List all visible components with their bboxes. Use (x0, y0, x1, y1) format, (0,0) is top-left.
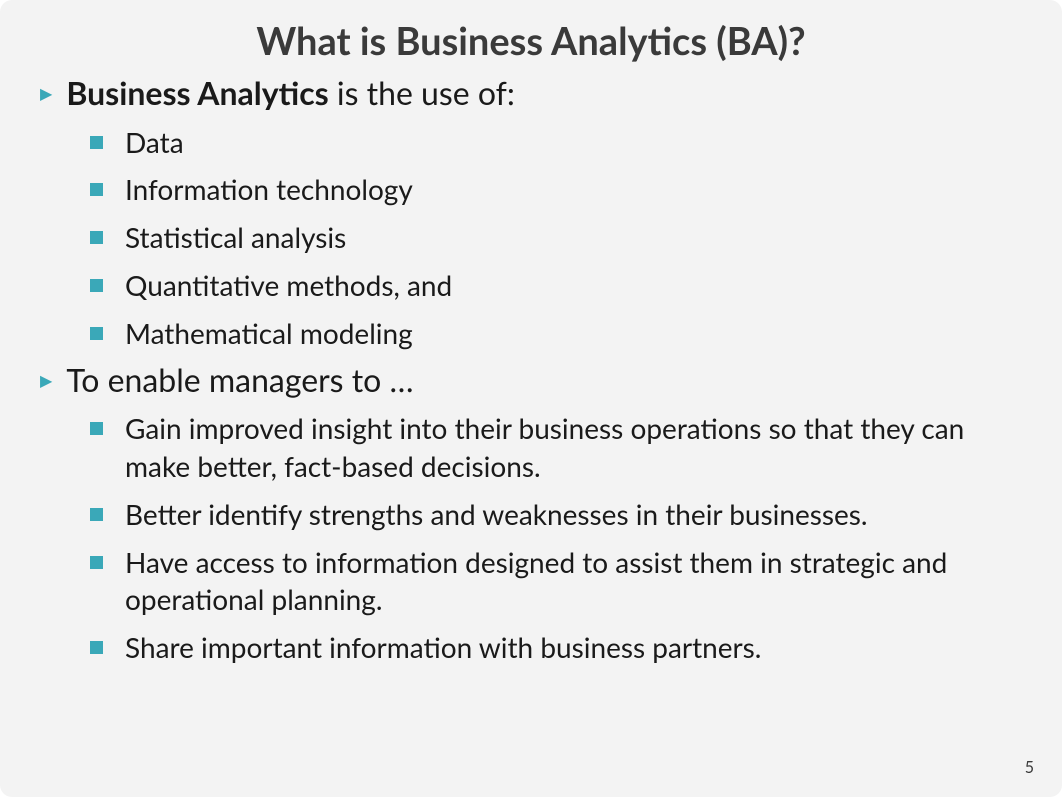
square-bullet-icon (90, 136, 103, 149)
square-bullet-icon (90, 641, 103, 654)
bullet-level2: Quantitative methods, and (90, 267, 1032, 305)
square-bullet-icon (90, 279, 103, 292)
bullet-level2-text: Quantitative methods, and (125, 267, 452, 305)
slide: What is Business Analytics (BA)? ▶ Busine… (0, 0, 1062, 797)
bold-prefix: Business Analytics (66, 73, 328, 112)
bullet-level2: Statistical analysis (90, 219, 1032, 257)
triangle-bullet-icon: ▶ (40, 84, 52, 103)
bullet-level2-text: Statistical analysis (125, 219, 346, 257)
bullet-level2: Data (90, 124, 1032, 162)
text-rest: is the use of: (329, 73, 515, 112)
bullet-level2: Mathematical modeling (90, 315, 1032, 353)
square-bullet-icon (90, 422, 103, 435)
bullet-level1-text: Business Analytics is the use of: (66, 72, 515, 114)
square-bullet-icon (90, 556, 103, 569)
triangle-bullet-icon: ▶ (40, 371, 52, 390)
bullet-level1: ▶ To enable managers to … (40, 359, 1032, 401)
text-rest: To enable managers to … (66, 360, 413, 399)
slide-content: ▶ Business Analytics is the use of: Data In… (30, 72, 1032, 667)
bullet-level2-text: Information technology (125, 171, 413, 209)
bullet-level1: ▶ Business Analytics is the use of: (40, 72, 1032, 114)
bullet-level2: Better identify strengths and weaknesses… (90, 496, 1032, 534)
bullet-level2: Information technology (90, 171, 1032, 209)
bullet-level2-text: Mathematical modeling (125, 315, 413, 353)
slide-title: What is Business Analytics (BA)? (30, 18, 1032, 64)
bullet-level1-text: To enable managers to … (66, 359, 413, 401)
bullet-level2-text: Have access to information designed to a… (125, 544, 1032, 620)
bullet-level2: Have access to information designed to a… (90, 544, 1032, 620)
bullet-level2-text: Data (125, 124, 184, 162)
square-bullet-icon (90, 508, 103, 521)
page-number: 5 (1025, 758, 1034, 777)
bullet-level2-text: Gain improved insight into their busines… (125, 410, 1032, 486)
square-bullet-icon (90, 183, 103, 196)
bullet-level2: Share important information with busines… (90, 629, 1032, 667)
square-bullet-icon (90, 231, 103, 244)
bullet-level2: Gain improved insight into their busines… (90, 410, 1032, 486)
bullet-level2-text: Better identify strengths and weaknesses… (125, 496, 868, 534)
bullet-level2-text: Share important information with busines… (125, 629, 761, 667)
square-bullet-icon (90, 327, 103, 340)
